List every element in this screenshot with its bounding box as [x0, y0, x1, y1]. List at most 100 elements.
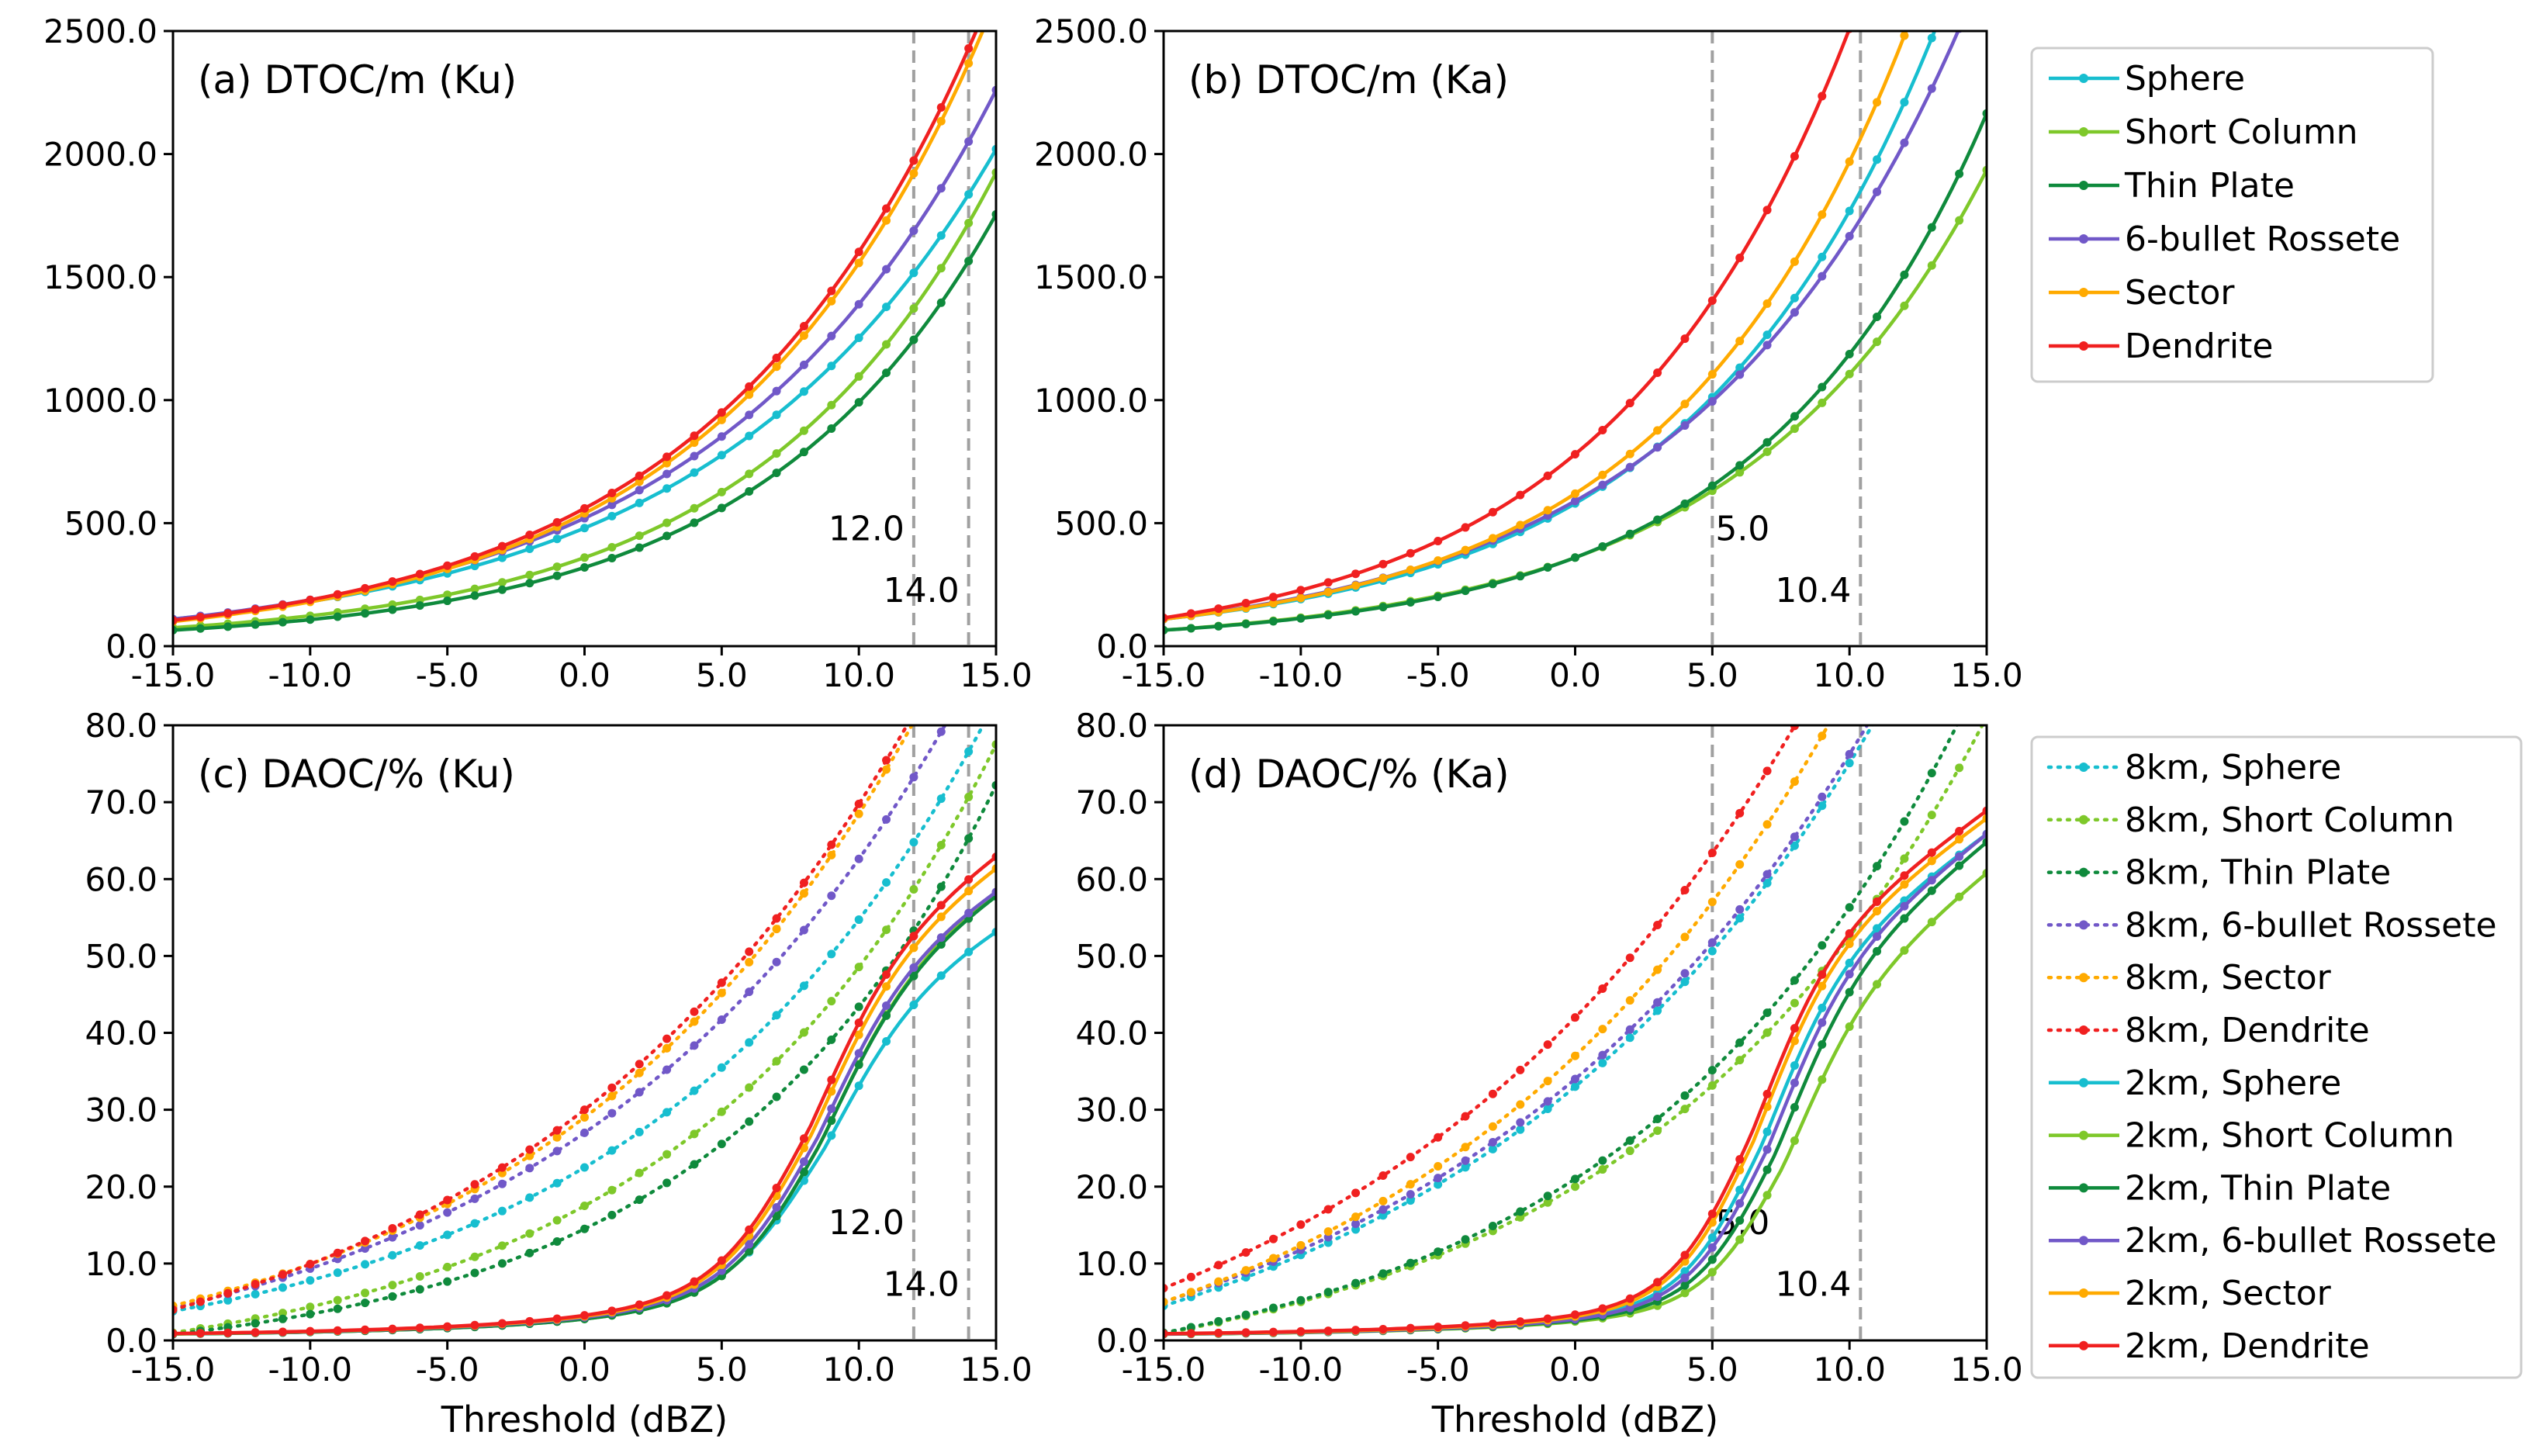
series-marker	[882, 204, 891, 213]
series-marker	[607, 543, 617, 552]
series-marker	[415, 1210, 424, 1219]
threshold-label: 10.4	[1775, 1265, 1851, 1305]
series-marker	[1900, 854, 1909, 863]
series-marker	[772, 1212, 781, 1221]
series-marker	[552, 517, 562, 527]
series-marker	[552, 1314, 562, 1323]
series-marker	[772, 410, 781, 420]
x-tick-label: 10.0	[822, 656, 895, 694]
series-marker	[1735, 337, 1745, 346]
series-marker	[909, 773, 918, 782]
series-marker	[443, 1262, 452, 1271]
legend-marker	[2079, 127, 2088, 137]
series-marker	[1653, 1126, 1662, 1136]
series-marker	[1653, 920, 1662, 929]
series-marker	[827, 424, 836, 434]
series-marker	[909, 268, 918, 278]
x-tick-label: 15.0	[960, 656, 1033, 694]
series-marker	[1707, 296, 1717, 306]
series-marker	[415, 1241, 424, 1250]
series-marker	[1598, 480, 1607, 489]
series-marker	[1680, 499, 1690, 508]
series-marker	[525, 1151, 534, 1160]
series-marker	[1378, 1211, 1388, 1220]
series-marker	[1707, 1209, 1717, 1219]
y-tick-label: 40.0	[85, 1015, 157, 1053]
series-marker	[799, 426, 808, 435]
series-marker	[1707, 1066, 1717, 1075]
series-marker	[1378, 1205, 1388, 1214]
series-marker	[1762, 1191, 1772, 1200]
legend-label: 8km, Sphere	[2125, 748, 2341, 787]
series-marker	[497, 553, 507, 562]
series-marker	[964, 219, 974, 228]
series-marker	[1735, 1185, 1745, 1195]
series-marker	[799, 321, 808, 330]
legend-marker	[2079, 234, 2088, 244]
series-marker	[937, 659, 946, 668]
legend-marker	[2079, 1130, 2088, 1140]
series-marker	[1571, 1082, 1579, 1091]
series-marker	[580, 562, 589, 572]
axes-frame	[171, 724, 998, 1342]
series-marker	[964, 59, 974, 68]
series-marker	[470, 1252, 479, 1261]
series-marker	[772, 1011, 781, 1020]
series-marker	[1241, 599, 1250, 608]
series-marker	[1790, 151, 1799, 161]
series-marker	[635, 1168, 644, 1178]
series-marker	[1762, 437, 1772, 447]
series-marker	[1434, 1180, 1443, 1189]
series-marker	[799, 1157, 808, 1167]
series-marker	[1735, 904, 1745, 914]
series-marker	[361, 1260, 370, 1269]
series-marker	[745, 487, 754, 496]
legend-top: Sphere Short Column Thin Plate 6-bullet Ros…	[2030, 47, 2434, 383]
series-marker	[306, 1260, 315, 1269]
series-marker	[1955, 169, 1964, 178]
series-marker	[909, 169, 918, 178]
series-marker	[1625, 1025, 1634, 1034]
series-marker	[635, 1300, 644, 1309]
y-tick-label: 2000.0	[43, 136, 157, 174]
series-marker	[470, 1320, 479, 1330]
y-tick-label: 50.0	[1075, 937, 1148, 975]
series-marker	[964, 606, 973, 614]
series-marker	[1735, 808, 1745, 818]
series-marker	[1461, 1321, 1470, 1330]
series-marker	[1900, 138, 1909, 147]
series-marker	[1461, 545, 1470, 555]
series-marker	[1598, 1050, 1607, 1060]
legend-label: 8km, Dendrite	[2125, 1011, 2370, 1050]
series-marker	[1653, 998, 1662, 1007]
threshold-label: 14.0	[884, 1265, 960, 1305]
x-tick-label: -15.0	[131, 656, 216, 694]
series-marker	[1598, 1156, 1607, 1165]
series-marker	[1323, 578, 1333, 587]
series-marker	[1845, 759, 1854, 768]
series-marker	[1707, 1268, 1717, 1277]
panel-2: 5.010.4-15.0 -10.0 -5.0 0.0 5.0 10.0 15.00.050…	[1034, 12, 2023, 694]
series-marker	[1735, 1056, 1745, 1065]
series-marker	[1323, 1205, 1333, 1214]
series-marker	[936, 184, 946, 193]
series-marker	[443, 561, 452, 570]
series-marker	[1268, 1327, 1278, 1337]
series-marker	[1241, 1310, 1250, 1319]
series-marker	[690, 1017, 699, 1026]
series-marker	[1241, 1266, 1250, 1275]
series-marker	[1735, 859, 1745, 869]
series-marker	[388, 1324, 397, 1333]
series-marker	[1845, 1022, 1854, 1031]
series-marker	[1543, 506, 1552, 515]
series-marker	[607, 1185, 617, 1195]
series-marker	[662, 1108, 672, 1117]
series-marker	[1543, 1198, 1552, 1207]
series-marker	[1516, 572, 1525, 581]
series-marker	[827, 1075, 836, 1084]
series-marker	[1516, 1207, 1525, 1216]
series-marker	[854, 799, 863, 808]
series-marker	[278, 600, 287, 610]
x-tick-label: 5.0	[1686, 1351, 1738, 1389]
series-marker	[1488, 1319, 1497, 1329]
